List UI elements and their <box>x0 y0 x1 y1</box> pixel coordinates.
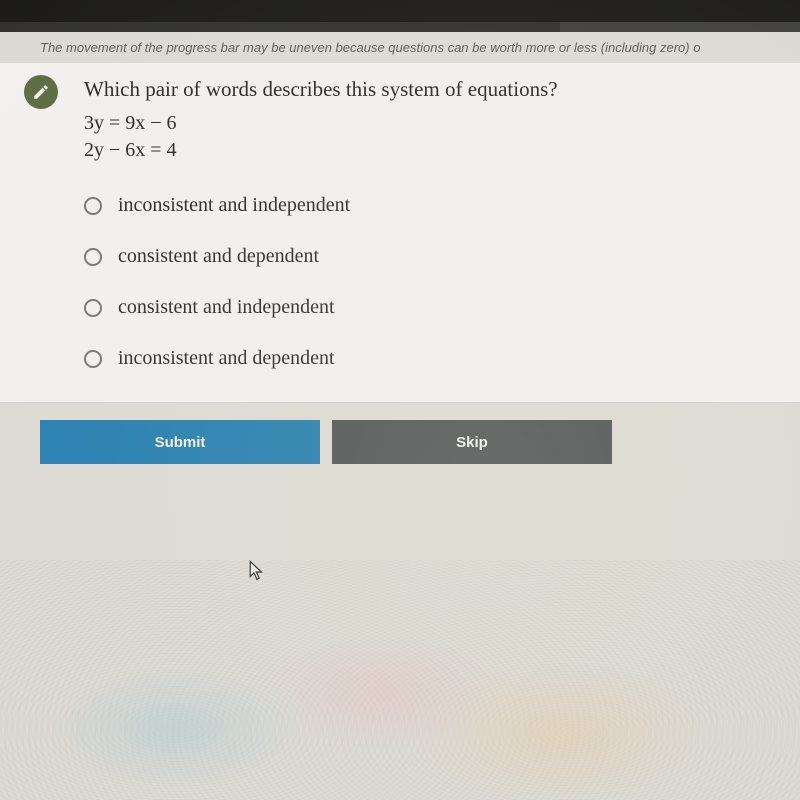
option-4[interactable]: inconsistent and dependent <box>84 333 780 384</box>
skip-label: Skip <box>456 434 488 451</box>
submit-button[interactable]: Submit <box>40 420 320 464</box>
options-group: inconsistent and independent consistent … <box>84 180 780 384</box>
option-label: consistent and independent <box>118 296 335 319</box>
option-label: inconsistent and dependent <box>118 347 335 370</box>
question-prompt: Which pair of words describes this syste… <box>84 77 780 102</box>
progress-bar <box>0 22 800 32</box>
radio-icon[interactable] <box>84 299 102 317</box>
option-1[interactable]: inconsistent and independent <box>84 180 780 231</box>
skip-button[interactable]: Skip <box>332 420 612 464</box>
progress-hint: The movement of the progress bar may be … <box>0 32 800 61</box>
option-label: consistent and dependent <box>118 245 319 268</box>
radio-icon[interactable] <box>84 197 102 215</box>
option-2[interactable]: consistent and dependent <box>84 231 780 282</box>
submit-label: Submit <box>155 434 206 451</box>
question-block: Which pair of words describes this syste… <box>84 77 780 162</box>
progress-fill <box>0 22 560 32</box>
question-card: Which pair of words describes this syste… <box>0 63 800 402</box>
radio-icon[interactable] <box>84 350 102 368</box>
option-label: inconsistent and independent <box>118 194 350 217</box>
option-3[interactable]: consistent and independent <box>84 282 780 333</box>
top-dark-bar <box>0 0 800 22</box>
button-row: Submit Skip <box>0 402 800 464</box>
equation-1: 3y = 9x − 6 <box>84 112 780 135</box>
radio-icon[interactable] <box>84 248 102 266</box>
cursor-icon <box>248 560 266 589</box>
pencil-icon <box>24 75 58 109</box>
equation-2: 2y − 6x = 4 <box>84 139 780 162</box>
screen-moire <box>0 560 800 800</box>
